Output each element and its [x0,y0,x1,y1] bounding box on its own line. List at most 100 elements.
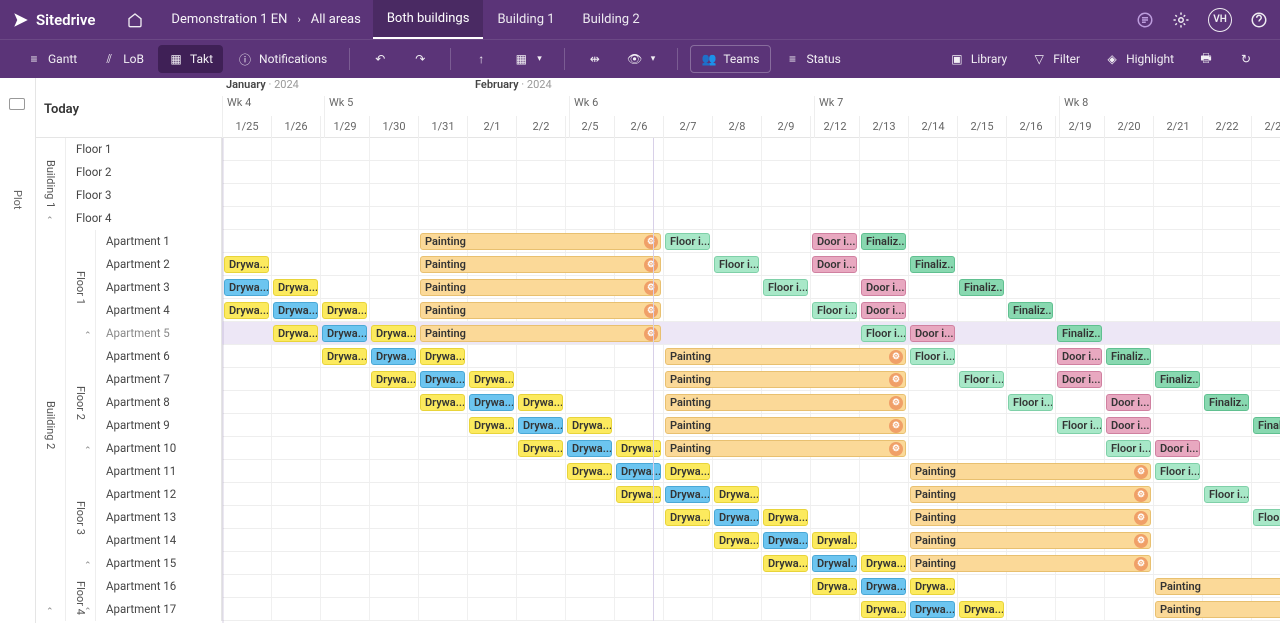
task-db[interactable]: Drywa... [567,440,612,457]
task-dy[interactable]: Drywa... [714,486,759,503]
collapse-building[interactable]: ⌃ [46,607,54,617]
task-dy[interactable]: Drywa... [518,394,563,411]
task-floor[interactable]: Floor i... [1155,463,1200,480]
task-dy[interactable]: Drywa... [420,348,465,365]
task-door[interactable]: Door i... [812,233,857,250]
task-dy[interactable]: Drywa... [273,279,318,296]
task-dy[interactable]: Drywa... [763,509,808,526]
task-dy[interactable]: Drywal... [812,532,857,549]
row-label[interactable]: Apartment 12 [100,483,222,506]
task-paint[interactable]: Painting⚙ [420,279,661,296]
task-dy[interactable]: Drywa... [763,555,808,572]
task-dy[interactable]: Drywa... [371,325,416,342]
task-floor[interactable]: Floor i... [665,233,710,250]
collapse-floor[interactable]: ⌃ [84,561,92,571]
row-label[interactable]: Apartment 7 [100,368,222,391]
row-label[interactable]: Apartment 2 [100,253,222,276]
task-dy[interactable]: Drywa... [567,417,612,434]
task-paint[interactable]: Painting⚙ [420,233,661,250]
tab-both-buildings[interactable]: Both buildings [373,0,484,39]
task-dy[interactable]: Drywa... [469,371,514,388]
task-dy[interactable]: Drywa... [469,417,514,434]
gantt-button[interactable]: ≡Gantt [16,45,87,73]
task-floor[interactable]: Floor i... [714,256,759,273]
align-button[interactable]: ⇹ [577,45,613,73]
task-door[interactable]: Door i... [812,256,857,273]
task-floor[interactable]: Floor i... [1204,486,1249,503]
help-icon[interactable] [1250,11,1268,29]
task-dy[interactable]: Drywa... [861,601,906,618]
task-paint[interactable]: Painting [1155,601,1280,618]
task-final[interactable]: Finaliz... [1057,325,1102,342]
task-final[interactable]: Finaliz... [959,279,1004,296]
task-paint[interactable]: Painting⚙ [665,394,906,411]
task-door[interactable]: Door i... [1106,394,1151,411]
task-final[interactable]: Finaliz... [1008,302,1053,319]
task-dy[interactable]: Drywa... [959,601,1004,618]
task-floor[interactable]: Floor i... [861,325,906,342]
logo[interactable]: Sitedrive [12,11,95,29]
task-dy[interactable]: Drywa... [420,394,465,411]
notifications-button[interactable]: ⓘNotifications [227,45,337,73]
row-label[interactable]: Apartment 1 [100,230,222,253]
row-label[interactable]: Floor 3 [66,184,222,207]
task-paint[interactable]: Painting [1155,578,1280,595]
task-dy[interactable]: Drywa... [616,486,661,503]
task-db[interactable]: Drywa... [665,486,710,503]
home-icon[interactable] [119,12,151,28]
task-paint[interactable]: Painting⚙ [665,417,906,434]
print-button[interactable]: 🖶 [1188,45,1224,73]
row-label[interactable]: Floor 4 [66,207,222,230]
task-dy[interactable]: Drywa... [616,440,661,457]
row-label[interactable]: Apartment 16 [100,575,222,598]
visibility-button[interactable]: 👁▾ [617,45,666,73]
chat-icon[interactable] [1136,11,1154,29]
task-db[interactable]: Drywa... [273,302,318,319]
task-paint[interactable]: Painting⚙ [910,509,1151,526]
row-label[interactable]: Apartment 11 [100,460,222,483]
task-floor[interactable]: Floor i... [1057,417,1102,434]
task-dy[interactable]: Drywa... [665,509,710,526]
row-label[interactable]: Floor 2 [66,161,222,184]
row-label[interactable]: Apartment 8 [100,391,222,414]
today-icon[interactable] [9,98,25,110]
teams-button[interactable]: 👥Teams [690,45,770,73]
task-paint[interactable]: Painting⚙ [665,348,906,365]
row-label[interactable]: Apartment 15 [100,552,222,575]
task-floor[interactable]: Floor i... [1008,394,1053,411]
redo-button[interactable]: ↷ [402,45,438,73]
task-door[interactable]: Door i... [1155,440,1200,457]
task-dy[interactable]: Drywa... [567,463,612,480]
task-dy[interactable]: Drywa... [665,463,710,480]
collapse-floor[interactable]: ⌃ [84,607,92,617]
task-db[interactable]: Drywa... [469,394,514,411]
task-final[interactable]: Finaliz... [1253,417,1280,434]
row-label[interactable]: Apartment 14 [100,529,222,552]
task-paint[interactable]: Painting⚙ [910,486,1151,503]
task-final[interactable]: Finaliz... [910,256,955,273]
breadcrumb-area[interactable]: All areas [311,12,361,27]
task-dy[interactable]: Drywa... [322,348,367,365]
task-dy[interactable]: Drywa... [518,440,563,457]
task-db[interactable]: Drywa... [861,578,906,595]
lob-button[interactable]: ⫽LoB [91,45,154,73]
task-paint[interactable]: Painting⚙ [665,371,906,388]
task-final[interactable]: Finaliz... [1155,371,1200,388]
task-db[interactable]: Drywal... [812,555,857,572]
task-paint[interactable]: Painting⚙ [910,463,1151,480]
library-button[interactable]: ▣Library [939,45,1017,73]
avatar[interactable]: VH [1208,8,1232,32]
highlight-button[interactable]: ◈Highlight [1094,45,1184,73]
task-dy[interactable]: Drywa... [322,302,367,319]
task-door[interactable]: Door i... [1057,371,1102,388]
collapse-building[interactable]: ⌃ [46,216,54,226]
row-label[interactable]: Floor 1 [66,138,222,161]
calendar-button[interactable]: ▦▾ [503,45,552,73]
task-door[interactable]: Door i... [861,279,906,296]
task-db[interactable]: Drywa... [714,509,759,526]
task-final[interactable]: Finaliz... [861,233,906,250]
task-db[interactable]: Drywa... [224,279,269,296]
task-db[interactable]: Drywa... [420,371,465,388]
task-db[interactable]: Drywa... [616,463,661,480]
task-dy[interactable]: Drywa... [371,371,416,388]
